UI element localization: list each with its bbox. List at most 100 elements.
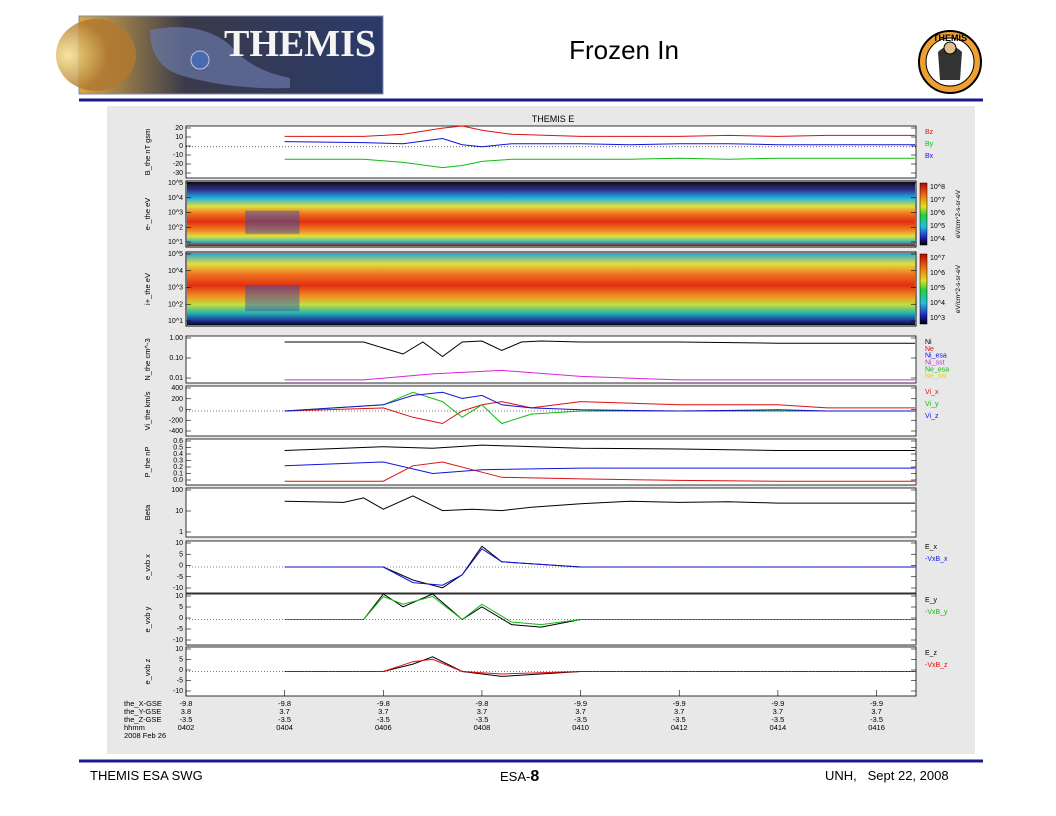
series-line	[284, 369, 915, 381]
y-tick-label: 10	[175, 540, 183, 547]
y-tick-label: 0.4	[173, 451, 183, 458]
y-tick-label: 10^5	[168, 180, 183, 187]
legend-entry: -VxB_x	[925, 556, 948, 563]
y-tick-label: 200	[171, 396, 183, 403]
y-axis-label: Vi_the km/s	[143, 391, 152, 430]
y-tick-label: 10	[175, 593, 183, 600]
y-tick-label: -200	[169, 417, 183, 424]
panel-3: 1.000.100.01N_the cm^-3 NiNeNi_esaNi_sstN…	[143, 335, 949, 384]
x-tick-label: 0410	[572, 723, 589, 732]
legend-entry: E_z	[925, 650, 938, 657]
y-axis-label: e_vxb x	[143, 554, 152, 580]
orbit-value: -3.5	[180, 715, 193, 724]
panel-frame-overlay	[185, 180, 917, 248]
orbit-value: -3.5	[870, 715, 883, 724]
legend-entry: Ni_sst	[925, 360, 945, 367]
orbit-value: 3.7	[378, 707, 388, 716]
orbit-value: 3.7	[773, 707, 783, 716]
orbit-value: -3.5	[673, 715, 686, 724]
magnetosphere-graphic	[150, 27, 290, 89]
y-tick-label: 10	[175, 134, 183, 141]
panel-7: 10 5 0 -5 -10 e_vxb x E_x -VxB_x	[143, 540, 948, 594]
spectrogram-image	[187, 253, 915, 325]
x-tick-label: 0412	[671, 723, 688, 732]
orbit-value: -9.9	[771, 699, 784, 708]
y-tick-label: 0.3	[173, 458, 183, 465]
y-tick-label: -400	[169, 428, 183, 435]
y-axis-label: Beta	[143, 504, 152, 520]
orbit-value: -9.8	[180, 699, 193, 708]
panel-4: 400 200 0 -200 -400 Vi_the km/s Vi_x Vi_y Vi_z	[143, 385, 939, 437]
y-tick-label: 100	[171, 487, 183, 494]
themis-mascot-logo: THEMIS	[918, 30, 982, 94]
y-tick-label: 5	[179, 604, 183, 611]
panel-2: 10^7 10^6 10^5 10^4 10^3 eV/cm^2-s-sr-eV 10^5 1…	[143, 251, 962, 327]
y-tick-label: 1.00	[169, 335, 183, 342]
legend-entry: Vi_x	[925, 389, 939, 396]
y-axis-label: B_the nT gsm	[143, 129, 152, 176]
orbit-value: 3.7	[871, 707, 881, 716]
colorbar-tick-label: 10^8	[930, 184, 945, 191]
date-label: 2008 Feb 26	[124, 731, 166, 740]
series-line	[284, 495, 915, 512]
y-tick-label: 10^2	[168, 224, 183, 231]
footer-page-number: ESA-8	[500, 768, 539, 786]
panel-1: 10^8 10^7 10^6 10^5 10^4 eV/cm^2-s-sr-eV 10^5 1…	[143, 180, 962, 248]
panel-frame	[185, 438, 917, 486]
y-tick-label: 0.10	[169, 355, 183, 362]
y-tick-label: 10^5	[168, 251, 183, 258]
spectrogram-disturbance	[245, 210, 300, 234]
orbit-value: -9.8	[377, 699, 390, 708]
footer-right-text: UNH, Sept 22, 2008	[825, 768, 949, 783]
footer-page-digit: 8	[530, 768, 540, 785]
y-tick-label: 0.2	[173, 464, 183, 471]
legend-entry: Ne_sst	[925, 373, 947, 380]
legend-entry: -VxB_y	[925, 609, 948, 616]
y-tick-label: -10	[173, 585, 183, 592]
y-tick-label: -30	[173, 170, 183, 177]
legend-entry: E_x	[925, 544, 938, 551]
series-line	[284, 340, 915, 358]
series-line	[284, 658, 915, 675]
legend-entry: Bz	[925, 129, 934, 136]
x-tick-label: 0402	[178, 723, 195, 732]
x-tick-label: 0414	[770, 723, 787, 732]
x-tick-label: 0404	[276, 723, 293, 732]
orbit-row-label-x: the_X-GSE	[124, 699, 162, 708]
y-tick-label: 10	[175, 646, 183, 653]
colorbar-tick-label: 10^3	[930, 315, 945, 322]
colorbar-label: eV/cm^2-s-sr-eV	[955, 189, 962, 238]
colorbar-label: eV/cm^2-s-sr-eV	[955, 264, 962, 313]
y-tick-label: 5	[179, 551, 183, 558]
legend-entry: Bx	[925, 153, 934, 160]
panel-0: 20 10 0 -10 -20 -30 B_the nT gsm Bz By Bx	[143, 125, 934, 179]
panel-6: 100 10 1 Beta	[143, 487, 917, 538]
y-tick-label: 10	[175, 508, 183, 515]
y-axis-label: e-_the eV	[143, 198, 152, 231]
orbit-value: -9.8	[475, 699, 488, 708]
legend-entry: By	[925, 141, 934, 148]
colorbar	[919, 182, 928, 246]
y-axis-label: i+_the eV	[143, 273, 152, 305]
time-axis-labels: the_X-GSE the_Y-GSE the_Z-GSE hhmm 2008 …	[124, 690, 885, 740]
colorbar	[919, 253, 928, 325]
legend-entry: Ni_esa	[925, 353, 947, 360]
y-axis-label: e_vxb y	[143, 606, 152, 632]
panel-frame	[185, 125, 917, 179]
colorbar-tick-label: 10^7	[930, 255, 945, 262]
y-tick-label: 0	[179, 667, 183, 674]
series-line	[284, 461, 915, 475]
y-tick-label: 10^3	[168, 210, 183, 217]
y-tick-label: 400	[171, 385, 183, 392]
orbit-value: -9.9	[673, 699, 686, 708]
colorbar-tick-label: 10^6	[930, 270, 945, 277]
legend-entry: Ni	[925, 339, 932, 346]
series-line	[284, 391, 915, 412]
orbit-row-label-z: the_Z-GSE	[124, 715, 162, 724]
y-tick-label: 5	[179, 657, 183, 664]
panel-frame-overlay	[185, 251, 917, 327]
colorbar-tick-label: 10^5	[930, 223, 945, 230]
time-row-label: hhmm	[124, 723, 145, 732]
